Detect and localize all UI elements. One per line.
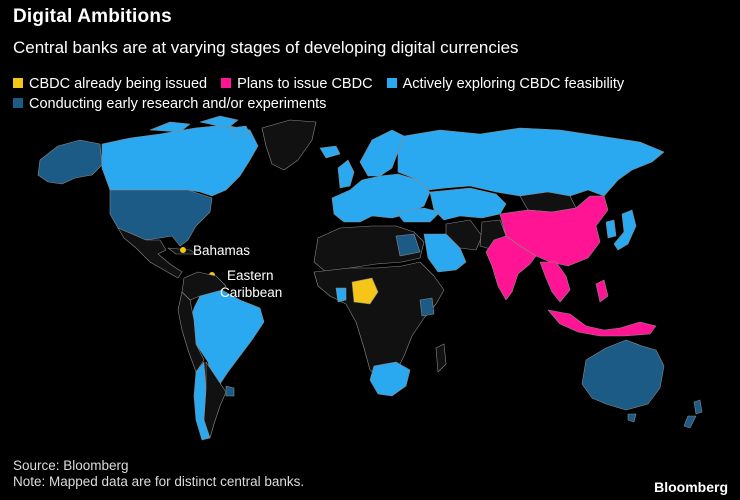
label-bahamas: Bahamas xyxy=(193,243,250,258)
chart-title: Digital Ambitions xyxy=(13,6,172,27)
region-mexico xyxy=(117,227,183,279)
region-kenya xyxy=(419,297,435,317)
legend-swatch-issued xyxy=(13,78,23,88)
region-central-africa xyxy=(313,261,445,381)
region-ghana xyxy=(335,287,347,303)
region-madagascar xyxy=(435,343,447,373)
region-tasmania xyxy=(627,413,637,423)
region-alaska xyxy=(37,139,103,185)
region-scandinavia xyxy=(359,129,405,177)
chart-subtitle: Central banks are at varying stages of d… xyxy=(13,38,519,57)
region-egypt xyxy=(395,233,421,257)
region-argentina xyxy=(203,361,227,439)
region-new-zealand xyxy=(683,399,703,429)
label-eastern-caribbean-2: Caribbean xyxy=(220,285,282,300)
region-iran xyxy=(445,219,483,251)
marker-bahamas xyxy=(180,247,186,253)
legend-item-research: Conducting early research and/or experim… xyxy=(13,94,326,114)
world-map: Bahamas Eastern Caribbean xyxy=(37,115,703,441)
region-indonesia xyxy=(547,309,657,337)
region-southeast-asia xyxy=(539,261,571,303)
legend-item-exploring: Actively exploring CBDC feasibility xyxy=(386,74,625,94)
region-korea xyxy=(605,219,617,239)
source-note: Source: Bloomberg xyxy=(13,458,129,473)
region-greenland xyxy=(261,119,317,171)
region-india xyxy=(485,235,537,301)
region-canada-islands xyxy=(149,115,251,137)
region-south-africa xyxy=(369,361,411,397)
legend-item-plans: Plans to issue CBDC xyxy=(221,74,373,94)
region-canada xyxy=(101,124,259,197)
region-philippines xyxy=(595,279,609,303)
region-iceland xyxy=(319,145,341,159)
footnote: Note: Mapped data are for distinct centr… xyxy=(13,474,305,489)
legend-swatch-research xyxy=(13,98,23,108)
region-nigeria xyxy=(351,277,379,305)
region-russia xyxy=(397,127,665,197)
label-eastern-caribbean-1: Eastern xyxy=(227,268,274,283)
region-uruguay xyxy=(225,385,235,397)
legend-swatch-plans xyxy=(221,78,232,88)
region-australia xyxy=(581,339,665,411)
region-central-asia xyxy=(429,187,507,221)
region-south-america-west xyxy=(177,291,205,373)
legend: CBDC already being issued Plans to issue… xyxy=(13,74,733,114)
legend-item-issued: CBDC already being issued xyxy=(13,74,207,94)
region-uk xyxy=(337,159,355,189)
region-turkey xyxy=(395,207,441,223)
region-europe xyxy=(331,173,431,223)
legend-label-plans: Plans to issue CBDC xyxy=(237,76,373,92)
legend-label-exploring: Actively exploring CBDC feasibility xyxy=(402,76,625,92)
bloomberg-logo: Bloomberg xyxy=(654,479,728,495)
legend-label-issued: CBDC already being issued xyxy=(29,76,208,92)
region-japan xyxy=(613,209,637,251)
legend-label-research: Conducting early research and/or experim… xyxy=(29,96,327,112)
legend-swatch-exploring xyxy=(386,78,397,88)
